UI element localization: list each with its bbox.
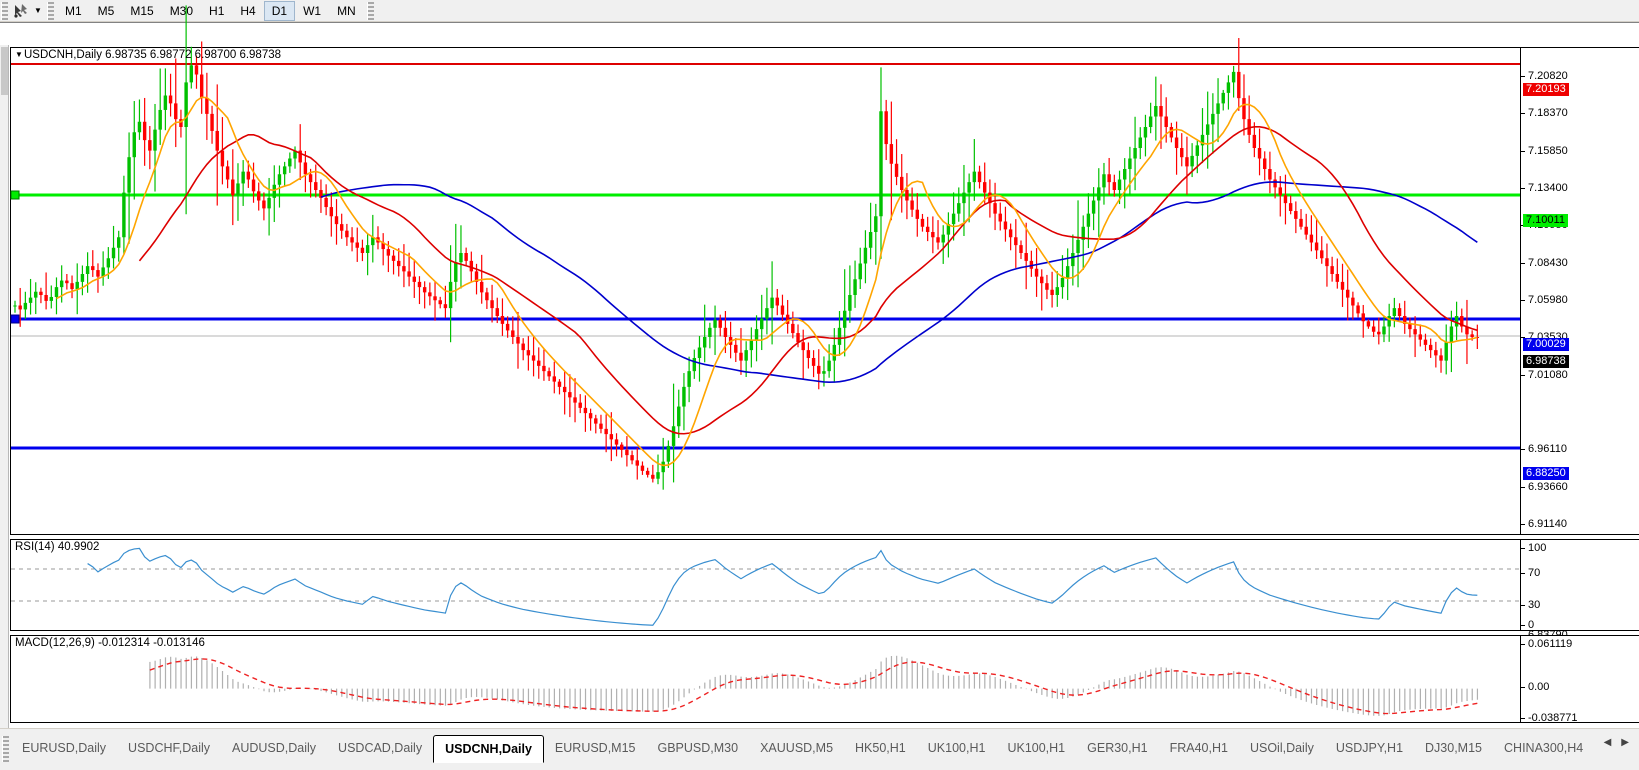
macd-pane[interactable]: MACD(12,26,9) -0.012314 -0.013146 — [10, 635, 1521, 723]
timeframe-m15[interactable]: M15 — [130, 3, 154, 18]
price-pane-title: USDCNH,Daily 6.98735 6.98772 6.98700 6.9… — [24, 49, 282, 61]
triangle-down-icon[interactable]: ▼ — [15, 50, 23, 60]
tab-usdcad-daily[interactable]: USDCAD,Daily — [338, 741, 423, 755]
price-tick: 7.18370 — [1521, 108, 1568, 119]
price-plot — [10, 5, 1520, 490]
tab-eurusd-daily[interactable]: EURUSD,Daily — [22, 741, 107, 755]
price-tick: 6.93660 — [1521, 482, 1568, 493]
tab-dj30-m15[interactable]: DJ30,M15 — [1425, 741, 1483, 755]
price-tick: 6.96110 — [1521, 444, 1567, 455]
candlestick-series — [13, 5, 1480, 490]
rsi-pane[interactable]: RSI(14) 40.9902 — [10, 539, 1521, 631]
rsi-tick: 70 — [1521, 568, 1540, 579]
tab-audusd-daily[interactable]: AUDUSD,Daily — [232, 741, 317, 755]
tab-fra40-h1[interactable]: FRA40,H1 — [1169, 741, 1228, 755]
chevron-down-icon[interactable]: ▼ — [34, 6, 42, 15]
tabbar-drag-handle[interactable] — [2, 736, 9, 762]
macd-plot — [149, 655, 1479, 716]
timeframe-h4[interactable]: H4 — [240, 3, 256, 18]
price-pane[interactable]: ▼USDCNH,Daily 6.98735 6.98772 6.98700 6.… — [10, 5, 1521, 535]
price-tick: 7.20820 — [1521, 71, 1568, 82]
price-tick: 7.08430 — [1521, 258, 1568, 269]
rsi-tick: 0 — [1521, 620, 1534, 631]
toolbar-drag-handle[interactable] — [1, 1, 8, 20]
ma-mid-line — [138, 126, 1478, 435]
green-line-handle — [10, 190, 20, 200]
price-tick: 7.01080 — [1521, 370, 1568, 381]
scrollbar-thumb[interactable] — [1, 47, 8, 95]
chart-canvas-area[interactable]: ▼USDCNH,Daily 6.98735 6.98772 6.98700 6.… — [0, 5, 1639, 751]
rsi-tick: 100 — [1521, 543, 1546, 554]
blue-line-handle — [10, 314, 20, 324]
price-tick: 6.91140 — [1521, 519, 1567, 530]
support-price-badge[interactable]: 6.88250 — [1523, 467, 1569, 480]
timeframe-toolbar: ▼ M1 M5 M15 M30 H1 H4 D1 W1 MN — [0, 0, 1639, 22]
price-tick: 7.03530 — [1521, 332, 1568, 343]
last-price-badge: 6.98738 — [1523, 355, 1569, 368]
price-tick: 7.13400 — [1521, 183, 1568, 194]
timeframe-w1[interactable]: W1 — [303, 3, 322, 18]
tab-ger30-h1[interactable]: GER30,H1 — [1087, 741, 1148, 755]
rsi-line — [87, 547, 1478, 626]
rsi-plot — [11, 547, 1520, 626]
triangle-right-icon[interactable]: ▶ — [1621, 737, 1629, 748]
price-tick: 7.15850 — [1521, 146, 1568, 157]
tab-usoil-daily[interactable]: USOil,Daily — [1249, 741, 1314, 755]
tab-gbpusd-m30[interactable]: GBPUSD,M30 — [657, 741, 739, 755]
timeframe-m30[interactable]: M30 — [169, 3, 194, 18]
price-axis[interactable]: 7.20820 7.18370 7.15850 7.13400 7.10950 … — [1521, 47, 1639, 535]
tab-xauusd-m5[interactable]: XAUUSD,M5 — [760, 741, 834, 755]
ma-fast-line — [56, 96, 1478, 467]
green-level-price-badge[interactable]: 7.10011 — [1523, 214, 1568, 227]
tab-uk100-h1-b[interactable]: UK100,H1 — [1007, 741, 1066, 755]
macd-tick: -0.038771 — [1521, 713, 1578, 724]
timeframe-m5[interactable]: M5 — [97, 3, 115, 18]
macd-tick: 0.00 — [1521, 682, 1549, 693]
macd-signal-line — [149, 658, 1478, 715]
rsi-pane-title: RSI(14) 40.9902 — [15, 541, 100, 553]
tab-scroll-controls: ◀ ▶ — [1594, 737, 1639, 748]
chart-vertical-scrollbar[interactable] — [0, 45, 9, 751]
chart-tab-bar: EURUSD,Daily USDCHF,Daily AUDUSD,Daily U… — [0, 728, 1639, 770]
rsi-axis: 100 70 30 0 — [1521, 539, 1639, 631]
tab-uk100-h1-a[interactable]: UK100,H1 — [927, 741, 986, 755]
ma-slow-line — [320, 181, 1478, 383]
tab-usdchf-daily[interactable]: USDCHF,Daily — [128, 741, 210, 755]
timeframe-d1[interactable]: D1 — [263, 0, 296, 21]
chart-tabs: EURUSD,Daily USDCHF,Daily AUDUSD,Daily U… — [11, 729, 1594, 770]
tab-china300-h4[interactable]: CHINA300,H4 — [1504, 741, 1584, 755]
macd-tick: 0.061119 — [1521, 639, 1572, 650]
toolbar-separator-end — [366, 1, 374, 20]
tab-usdcnh-daily[interactable]: USDCNH,Daily — [433, 735, 544, 763]
timeframe-mn[interactable]: MN — [337, 3, 356, 18]
macd-histogram — [149, 655, 1479, 716]
tab-usdjpy-h1[interactable]: USDJPY,H1 — [1335, 741, 1404, 755]
toolbar-separator — [47, 1, 54, 20]
rsi-tick: 30 — [1521, 600, 1540, 611]
price-tick: 7.05980 — [1521, 295, 1568, 306]
resistance-price-badge[interactable]: 7.20193 — [1523, 83, 1569, 96]
crosshair-pointer-icon[interactable] — [12, 2, 32, 20]
macd-pane-title: MACD(12,26,9) -0.012314 -0.013146 — [15, 637, 205, 649]
price-pane-title-row: ▼USDCNH,Daily 6.98735 6.98772 6.98700 6.… — [15, 49, 281, 61]
timeframe-h1[interactable]: H1 — [209, 3, 225, 18]
macd-axis: 0.061119 0.00 -0.038771 — [1521, 635, 1639, 724]
timeframe-m1[interactable]: M1 — [65, 3, 82, 18]
pivot-price-badge[interactable]: 7.00029 — [1523, 338, 1569, 351]
tab-eurusd-m15[interactable]: EURUSD,M15 — [554, 741, 636, 755]
tab-hk50-h1[interactable]: HK50,H1 — [855, 741, 906, 755]
triangle-left-icon[interactable]: ◀ — [1603, 737, 1612, 748]
